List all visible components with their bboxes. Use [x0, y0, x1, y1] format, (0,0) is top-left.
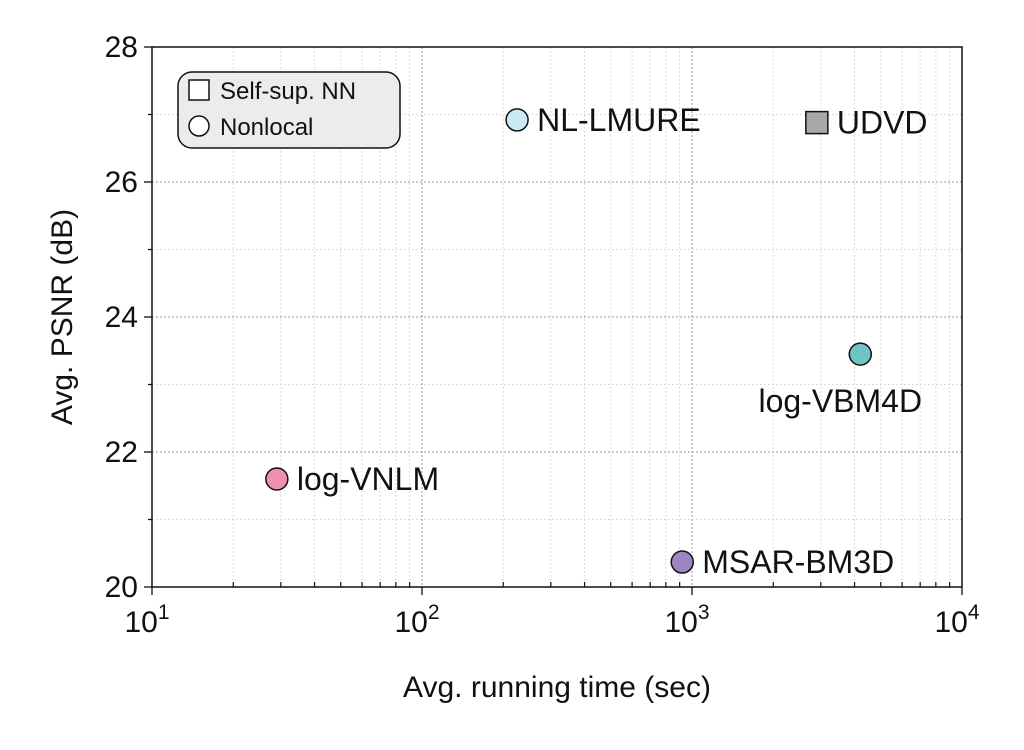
x-tick-label: 104 [934, 601, 979, 639]
point-label-msar-bm3d: MSAR-BM3D [702, 544, 894, 580]
y-axis-label: Avg. PSNR (dB) [46, 209, 79, 425]
x-tick-base: 10 [394, 606, 427, 639]
x-tick-exponent: 3 [698, 601, 710, 624]
point-marker-udvd [805, 110, 829, 135]
point-marker-log-vbm4d [848, 342, 873, 366]
point-marker-msar-bm3d [670, 550, 694, 574]
x-tick-exponent: 4 [968, 601, 980, 624]
point-marker-nl-lmure [505, 108, 529, 132]
legend-label-nonlocal: Nonlocal [220, 114, 313, 141]
x-tick-label: 102 [394, 601, 439, 639]
y-tick-label: 22 [105, 436, 138, 469]
legend: Self-sup. NN Nonlocal [177, 71, 401, 149]
point-label-nl-lmure: NL-LMURE [537, 102, 701, 138]
x-tick-base: 10 [934, 606, 967, 639]
data-points: NL-LMURE UDVD log-VBM4D log-VNLM MSAR-BM3D [265, 102, 928, 580]
x-tick-base: 10 [124, 606, 157, 639]
x-tick-label: 101 [124, 601, 169, 639]
y-tick-label: 26 [105, 166, 138, 199]
point-label-log-vbm4d: log-VBM4D [758, 383, 922, 419]
x-tick-label: 103 [664, 601, 709, 639]
grid [152, 47, 962, 587]
x-tick-base: 10 [664, 606, 697, 639]
x-tick-exponent: 2 [428, 601, 440, 624]
y-tick-label: 28 [105, 31, 138, 64]
legend-circle-marker [188, 115, 210, 137]
x-tick-exponent: 1 [158, 601, 170, 624]
y-tick-label: 24 [105, 301, 138, 334]
point-label-log-vnlm: log-VNLM [297, 461, 439, 497]
legend-label-self-sup: Self-sup. NN [220, 78, 356, 105]
y-tick-label: 20 [105, 571, 138, 604]
point-marker-log-vnlm [265, 467, 289, 491]
x-axis-label: Avg. running time (sec) [403, 671, 711, 704]
legend-box [177, 71, 401, 149]
point-label-udvd: UDVD [837, 105, 928, 141]
legend-square-marker [188, 79, 210, 101]
